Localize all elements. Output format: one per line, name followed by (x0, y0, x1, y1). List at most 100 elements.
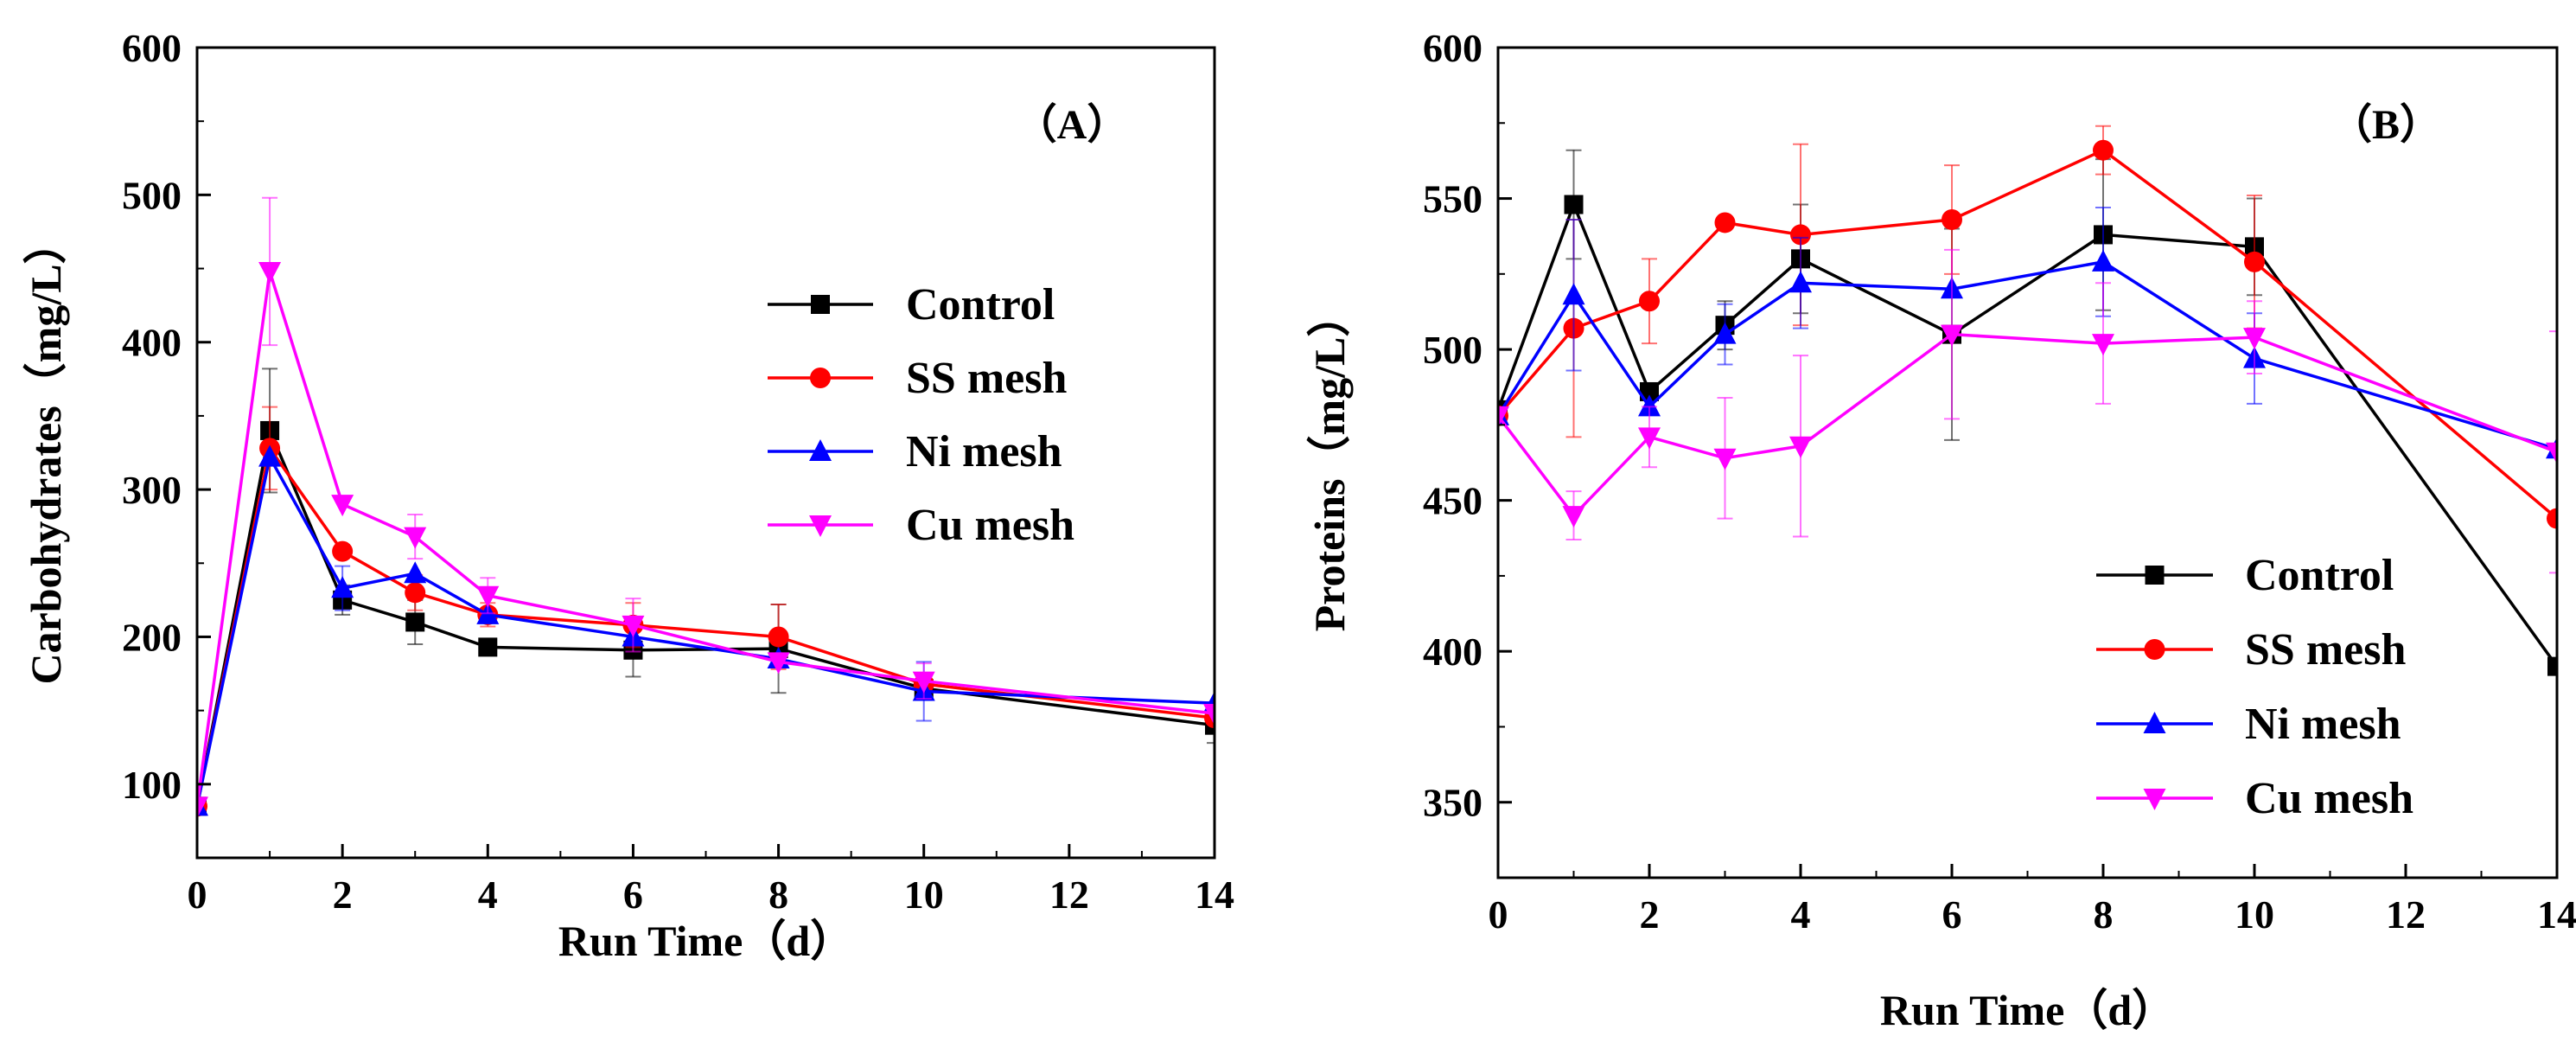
y-tick-label: 600 (122, 26, 182, 70)
legend-marker (2145, 566, 2165, 585)
data-point (768, 626, 789, 648)
data-point (1203, 704, 1215, 726)
data-point (767, 652, 790, 675)
x-tick-label: 14 (2537, 892, 2576, 937)
data-point (1941, 324, 1963, 347)
y-axis-title: Carbohydrates（mg/L） (22, 221, 70, 684)
data-point (2547, 508, 2557, 529)
data-point (197, 796, 208, 819)
series-line (1498, 260, 2557, 451)
data-point (1640, 381, 1659, 401)
legend-label: SS mesh (2245, 625, 2406, 675)
x-tick-label: 2 (1640, 892, 1660, 937)
legend-marker (811, 295, 830, 314)
y-axis-title: Proteins（mg/L） (1305, 294, 1354, 632)
data-point (1638, 394, 1661, 417)
series-ni-mesh (1498, 207, 2557, 459)
y-tick-label: 400 (122, 321, 182, 365)
series-line (1498, 148, 2557, 520)
x-tick-label: 12 (2386, 892, 2426, 937)
y-tick-label: 500 (1423, 328, 1482, 372)
x-tick-label: 2 (333, 873, 353, 917)
chart-panel-a: 0 2 4 6 8 10 12 14 100 200 300 400 500 600 Run Time（d）… (22, 26, 1234, 965)
data-point (2092, 249, 2114, 272)
y-tick-label: 350 (1423, 781, 1482, 825)
data-point (1714, 212, 1736, 233)
data-point (405, 582, 426, 604)
x-tick-label: 14 (1195, 873, 1234, 917)
data-point (2243, 328, 2266, 350)
x-tick-label: 8 (2094, 892, 2114, 937)
legend-marker (2143, 712, 2166, 733)
y-tick-label: 500 (122, 173, 182, 217)
series-line (197, 425, 1215, 807)
data-point (1562, 506, 1585, 528)
plot-frame (1496, 46, 2559, 879)
y-tick-label: 550 (1423, 177, 1482, 221)
data-point (1789, 271, 1812, 293)
data-point (2547, 656, 2557, 676)
data-point (1564, 195, 1584, 214)
legend-marker (809, 439, 832, 461)
series-line (1498, 200, 2557, 668)
data-point (1942, 208, 1962, 230)
plot-area (197, 196, 1215, 819)
legend-label: Ni mesh (2245, 700, 2401, 749)
data-point (332, 540, 354, 562)
x-axis-title: Run Time（d） (558, 917, 853, 965)
series-cu-mesh (1498, 248, 2557, 574)
legend-label: Control (906, 280, 1055, 329)
legend-label: Ni mesh (906, 427, 1062, 476)
data-point (622, 615, 645, 637)
data-point (258, 444, 282, 467)
x-tick-label: 12 (1049, 873, 1089, 917)
data-point (1713, 448, 1737, 470)
plot-area (1498, 125, 2557, 676)
data-point (476, 585, 500, 608)
legend-label: Control (2245, 551, 2394, 600)
data-point (1638, 427, 1661, 450)
data-point (1498, 406, 1509, 428)
y-tick-label: 300 (122, 468, 182, 512)
data-point (331, 495, 354, 517)
x-tick-label: 0 (1489, 892, 1508, 937)
data-point (331, 576, 354, 598)
y-tick-label: 600 (1423, 26, 1482, 70)
data-point (2546, 442, 2557, 464)
x-tick-label: 10 (2235, 892, 2274, 937)
x-tick-label: 4 (1791, 892, 1811, 937)
x-tick-label: 0 (188, 873, 207, 917)
x-tick-label: 10 (904, 873, 944, 917)
y-tick-label: 200 (122, 615, 182, 659)
data-point (1713, 322, 1737, 344)
x-tick-label: 6 (623, 873, 643, 917)
panel-label: （A） (1016, 102, 1129, 148)
series-line (1498, 332, 2557, 518)
y-tick-label: 400 (1423, 630, 1482, 674)
legend-label: Cu mesh (906, 501, 1074, 550)
series-cu-mesh (197, 196, 1215, 819)
legend-marker (2144, 639, 2165, 660)
y-tick-label: 100 (122, 763, 182, 807)
data-point (1562, 283, 1585, 305)
data-point (405, 612, 425, 632)
legend: Control SS mesh Ni mesh Cu mesh (2096, 551, 2413, 823)
data-point (258, 261, 282, 284)
legend-marker (810, 368, 831, 388)
data-point (2092, 334, 2114, 356)
x-axis-title: Run Time（d） (1880, 986, 2175, 1034)
data-point (2244, 251, 2265, 272)
legend: Control SS mesh Ni mesh Cu mesh (768, 280, 1074, 550)
legend-label: Cu mesh (2245, 774, 2413, 823)
legend-marker (809, 515, 832, 537)
data-point (2093, 139, 2114, 161)
x-tick-label: 6 (1942, 892, 1962, 937)
data-point (404, 561, 427, 584)
data-point (478, 637, 498, 657)
data-point (912, 671, 935, 694)
series-ss-mesh (1498, 125, 2557, 529)
data-point (1789, 436, 1812, 458)
data-point (1639, 291, 1660, 312)
legend-marker (2143, 789, 2166, 810)
data-point (1790, 224, 1811, 246)
